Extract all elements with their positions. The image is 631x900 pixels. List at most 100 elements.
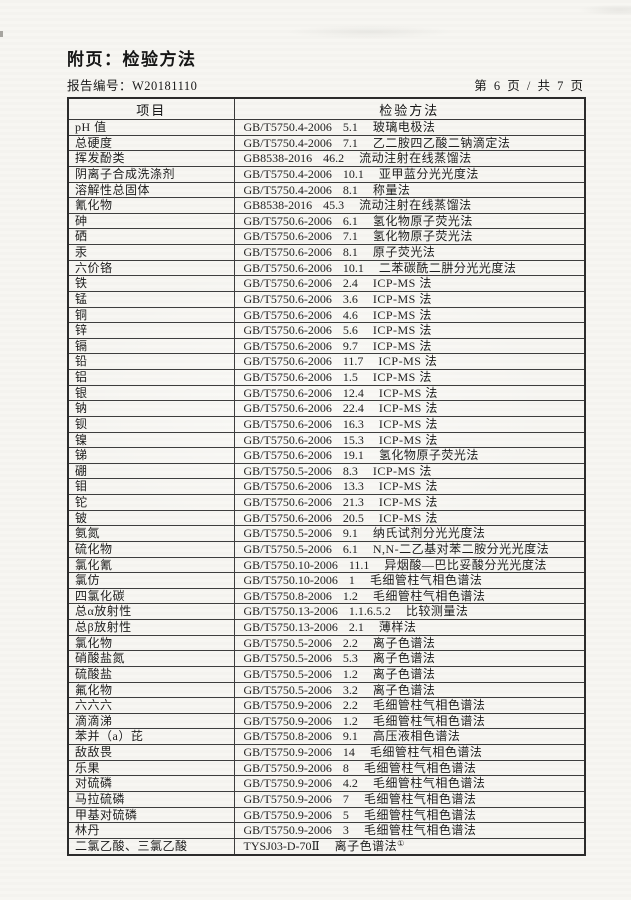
table-row: 铜 GB/T5750.6-2006 4.6 ICP-MS 法 — [67, 306, 586, 324]
page-title: 附页：检验方法 — [67, 50, 197, 69]
clause-number: 8 — [342, 760, 349, 775]
standard-number: GB/T5750.4-2006 — [243, 182, 332, 197]
method-cell: GB/T5750.6-2006 3.6 ICP-MS 法 — [233, 290, 586, 308]
item-cell: 阴离子合成洗涤剂 — [67, 165, 235, 183]
standard-number: GB/T5750.9-2006 — [243, 791, 332, 806]
method-name: ICP-MS 法 — [378, 354, 438, 369]
method-name: 毛细管柱气相色谱法 — [363, 791, 477, 806]
standard-number: GB/T5750.9-2006 — [243, 776, 332, 791]
table-row: 钡 GB/T5750.6-2006 16.3 ICP-MS 法 — [67, 415, 586, 433]
table-row: 阴离子合成洗涤剂 GB/T5750.4-2006 10.1 亚甲蓝分光光度法 — [67, 165, 586, 183]
item-cell: 铁 — [67, 275, 235, 292]
standard-number: GB/T5750.6-2006 — [243, 370, 332, 385]
clause-number: 22.4 — [342, 401, 364, 416]
clause-number: 10.1 — [342, 260, 364, 275]
standard-number: TYSJ03-D-70Ⅱ — [243, 839, 320, 854]
method-name: ICP-MS 法 — [372, 370, 432, 385]
method-name: ICP-MS 法 — [378, 510, 438, 525]
method-cell: GB/T5750.6-2006 1.5 ICP-MS 法 — [233, 369, 586, 386]
clause-number: 1.5 — [342, 370, 358, 385]
table-row: 锑 GB/T5750.6-2006 19.1 氢化物原子荧光法 — [67, 447, 586, 464]
clause-number: 2.4 — [342, 276, 358, 291]
method-name: 毛细管柱气相色谱法 — [372, 713, 486, 728]
standard-number: GB/T5750.6-2006 — [243, 385, 332, 400]
table-row: 钼 GB/T5750.6-2006 13.3 ICP-MS 法 — [67, 478, 586, 495]
table-row: 甲基对硫磷 GB/T5750.9-2006 5 毛细管柱气相色谱法 — [67, 806, 586, 824]
method-name: 毛细管柱气相色谱法 — [369, 745, 483, 760]
item-cell: 硼 — [67, 462, 235, 480]
standard-number: GB/T5750.6-2006 — [243, 213, 332, 228]
method-name: 薄样法 — [378, 620, 417, 635]
clause-number: 1.2 — [342, 588, 358, 603]
item-cell: 铝 — [67, 369, 235, 386]
item-cell: 钠 — [67, 400, 235, 417]
method-cell: GB/T5750.9-2006 8 毛细管柱气相色谱法 — [233, 759, 586, 777]
method-cell: GB/T5750.6-2006 12.4 ICP-MS 法 — [233, 384, 586, 402]
method-name: 高压液相色谱法 — [372, 729, 461, 744]
clause-number: 9.1 — [342, 729, 358, 744]
table-row: 氨氮 GB/T5750.5-2006 9.1 纳氏试剂分光光度法 — [67, 525, 586, 542]
item-cell: 氯仿 — [67, 572, 235, 589]
standard-number: GB/T5750.6-2006 — [243, 276, 332, 291]
clause-number: 5.1 — [342, 120, 358, 135]
method-cell: GB/T5750.6-2006 10.1 二苯碳酰二肼分光光度法 — [233, 259, 586, 277]
method-cell: GB/T5750.5-2006 6.1 N,N-二乙基对苯二胺分光光度法 — [233, 540, 586, 558]
standard-number: GB/T5750.4-2006 — [243, 135, 332, 150]
method-name: ICP-MS 法 — [378, 479, 438, 494]
item-cell: 锑 — [67, 447, 235, 464]
clause-number: 3 — [342, 823, 349, 838]
clause-number: 6.1 — [342, 213, 358, 228]
method-name: 毛细管柱气相色谱法 — [372, 588, 486, 603]
standard-number: GB/T5750.6-2006 — [243, 245, 332, 260]
method-name: 氢化物原子荧光法 — [372, 213, 473, 228]
standard-number: GB/T5750.4-2006 — [243, 120, 332, 135]
table-row: 银 GB/T5750.6-2006 12.4 ICP-MS 法 — [67, 384, 586, 402]
method-cell: GB/T5750.6-2006 21.3 ICP-MS 法 — [233, 494, 586, 511]
standard-number: GB/T5750.5-2006 — [243, 635, 332, 650]
item-cell: 锌 — [67, 322, 235, 339]
clause-number: 19.1 — [342, 448, 364, 463]
item-cell: 铍 — [67, 509, 235, 527]
method-name: 比较测量法 — [405, 604, 469, 619]
item-cell: 林丹 — [67, 822, 235, 839]
clause-number: 3.2 — [342, 682, 358, 697]
table-row: 锌 GB/T5750.6-2006 5.6 ICP-MS 法 — [67, 322, 586, 339]
standard-number: GB/T5750.8-2006 — [243, 729, 332, 744]
method-name: 原子荧光法 — [372, 245, 436, 260]
item-cell: 敌敌畏 — [67, 744, 235, 761]
item-cell: 硒 — [67, 228, 235, 245]
item-cell: 乐果 — [67, 759, 235, 777]
item-cell: 铊 — [67, 494, 235, 511]
item-cell: 硫酸盐 — [67, 665, 235, 683]
report-number: 报告编号：W20181110 — [67, 79, 198, 93]
standard-number: GB/T5750.6-2006 — [243, 401, 332, 416]
method-name: 毛细管柱气相色谱法 — [363, 807, 477, 822]
item-cell: 铜 — [67, 306, 235, 324]
clause-number: 7 — [342, 791, 349, 806]
method-cell: GB/T5750.6-2006 22.4 ICP-MS 法 — [233, 400, 586, 417]
method-cell: GB/T5750.5-2006 1.2 离子色谱法 — [233, 665, 586, 683]
page-indicator: 第 6 页 / 共 7 页 — [474, 79, 585, 93]
method-name: 毛细管柱气相色谱法 — [372, 698, 486, 713]
report-meta-row: 报告编号：W20181110 第 6 页 / 共 7 页 — [67, 75, 585, 94]
clause-number: 1.2 — [342, 713, 358, 728]
item-cell: 对硫磷 — [67, 775, 235, 792]
method-name: 流动注射在线蒸馏法 — [359, 198, 472, 213]
standard-number: GB/T5750.5-2006 — [243, 651, 332, 666]
method-name: ICP-MS 法 — [372, 463, 432, 478]
table-row: 林丹 GB/T5750.9-2006 3 毛细管柱气相色谱法 — [67, 822, 586, 839]
method-name: ICP-MS 法 — [378, 401, 438, 416]
clause-number: 11.7 — [342, 354, 364, 369]
method-cell: GB/T5750.6-2006 8.1 原子荧光法 — [233, 244, 586, 261]
table-row: 汞 GB/T5750.6-2006 8.1 原子荧光法 — [67, 244, 586, 261]
item-cell: 苯并（a）芘 — [67, 728, 235, 745]
standard-number: GB/T5750.6-2006 — [243, 416, 332, 431]
method-cell: GB/T5750.6-2006 6.1 氢化物原子荧光法 — [233, 212, 586, 230]
item-cell: 汞 — [67, 244, 235, 261]
method-cell: GB8538-2016 45.3 流动注射在线蒸馏法 — [233, 197, 586, 214]
method-cell: GB/T5750.5-2006 9.1 纳氏试剂分光光度法 — [233, 525, 586, 542]
method-cell: GB/T5750.6-2006 19.1 氢化物原子荧光法 — [233, 447, 586, 464]
method-cell: GB/T5750.9-2006 7 毛细管柱气相色谱法 — [233, 790, 586, 808]
method-name: 毛细管柱气相色谱法 — [363, 823, 477, 838]
standard-number: GB/T5750.6-2006 — [243, 495, 332, 510]
